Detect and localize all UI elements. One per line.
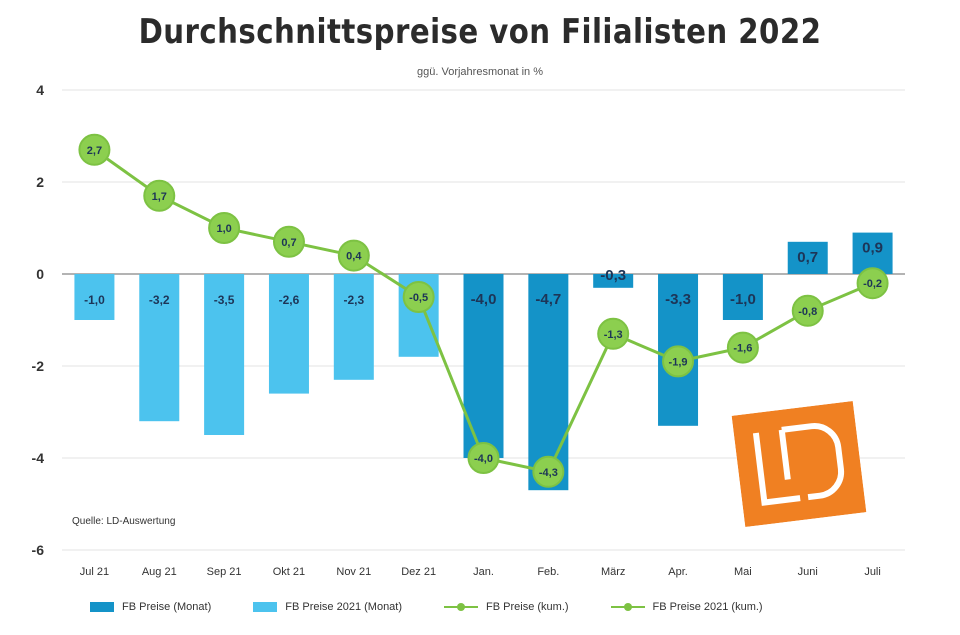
x-tick-label-7: Feb. — [537, 566, 559, 578]
y-tick-label-2: 0 — [36, 266, 44, 282]
line-point-0-4 — [337, 239, 370, 272]
legend: FB Preise (Monat) FB Preise 2021 (Monat)… — [90, 597, 910, 617]
line-label-0-12: -0,2 — [863, 278, 882, 290]
legend-swatch-monat — [90, 602, 114, 612]
line-label-0-9: -1,9 — [669, 356, 688, 368]
line-label-0-7: -4,3 — [539, 467, 558, 479]
x-tick-label-0: Jul 21 — [80, 566, 109, 578]
legend-line-kum — [444, 602, 479, 612]
bar-label-0-0: -1,0 — [84, 293, 105, 307]
x-tick-label-5: Dez 21 — [401, 566, 436, 578]
line-label-0-11: -0,8 — [798, 306, 817, 318]
y-tick-label-0: 4 — [36, 82, 44, 98]
line-label-0-4: 0,4 — [346, 251, 362, 263]
bar-1-7 — [528, 274, 569, 491]
bar-0-1 — [139, 274, 180, 422]
legend-item-2021-kum: FB Preise 2021 (kum.) — [610, 601, 763, 613]
line-point-0-10 — [726, 331, 759, 364]
chart-title: Durchschnittspreise von Filialisten 2022 — [138, 12, 822, 52]
line-label-0-3: 0,7 — [281, 237, 296, 249]
line-point-0-3 — [272, 225, 305, 258]
x-tick-label-3: Okt 21 — [273, 566, 305, 578]
line-point-0-8 — [597, 317, 630, 350]
legend-label-2021-kum: FB Preise 2021 (kum.) — [652, 601, 763, 613]
y-tick-label-1: 2 — [36, 174, 44, 190]
line-point-0-12 — [856, 267, 889, 300]
bar-label-1-8: -0,3 — [600, 267, 626, 284]
bar-1-12 — [852, 232, 893, 274]
bar-label-1-6: -4,0 — [471, 291, 497, 308]
legend-label-kum: FB Preise (kum.) — [486, 601, 569, 613]
x-tick-label-11: Juni — [798, 566, 818, 578]
bar-0-4 — [333, 274, 374, 380]
y-tick-label-3: -2 — [32, 358, 45, 374]
legend-line-2021-kum — [610, 602, 645, 612]
legend-label-2021-monat: FB Preise 2021 (Monat) — [285, 601, 403, 613]
line-point-0-11 — [791, 294, 824, 327]
bar-label-0-3: -2,6 — [279, 293, 300, 307]
bar-label-1-12: 0,9 — [862, 240, 883, 257]
line-point-0-6 — [467, 442, 500, 474]
bar-1-8 — [593, 274, 634, 288]
bar-0-2 — [204, 274, 245, 435]
x-tick-label-8: März — [601, 566, 625, 578]
chart-note: Quelle: LD-Auswertung — [72, 516, 176, 527]
legend-label-monat: FB Preise (Monat) — [122, 601, 212, 613]
line-point-0-2 — [208, 212, 241, 244]
line-label-0-6: -4,0 — [474, 453, 493, 465]
chart-subtitle: ggü. Vorjahresmonat in % — [417, 66, 543, 78]
ld-logo-icon — [731, 400, 867, 528]
line-label-0-8: -1,3 — [604, 329, 623, 341]
x-tick-label-12: Juli — [864, 566, 881, 578]
bar-0-0 — [74, 274, 115, 320]
line-label-0-2: 1,0 — [216, 223, 231, 235]
line-label-0-10: -1,6 — [733, 343, 752, 355]
legend-item-monat: FB Preise (Monat) — [90, 601, 211, 613]
bar-label-1-11: 0,7 — [797, 249, 818, 266]
line-point-0-1 — [143, 179, 176, 212]
bar-label-0-1: -3,2 — [149, 293, 170, 307]
y-tick-label-4: -4 — [32, 450, 45, 466]
legend-item-2021-monat: FB Preise 2021 (Monat) — [253, 601, 402, 613]
bar-1-10 — [722, 274, 763, 320]
x-tick-label-9: Apr. — [668, 566, 688, 578]
line-label-0-1: 1,7 — [152, 191, 167, 203]
line-point-0-0 — [78, 133, 111, 166]
line-label-0-0: 2,7 — [87, 145, 102, 157]
line-point-0-7 — [532, 455, 565, 488]
line-label-0-5: -0,5 — [409, 292, 428, 304]
bar-label-1-9: -3,3 — [665, 291, 691, 308]
x-tick-label-10: Mai — [734, 566, 752, 578]
x-tick-label-1: Aug 21 — [142, 566, 177, 578]
bar-label-1-10: -1,0 — [730, 291, 756, 308]
bar-label-0-2: -3,5 — [214, 293, 235, 307]
line-point-0-9 — [662, 345, 695, 378]
bar-label-1-7: -4,7 — [535, 291, 561, 308]
line-point-0-5 — [402, 281, 435, 313]
x-tick-label-6: Jan. — [473, 566, 494, 578]
legend-swatch-2021-monat — [253, 602, 278, 612]
x-tick-label-2: Sep 21 — [207, 566, 242, 578]
bar-label-0-4: -2,3 — [343, 293, 364, 307]
bar-1-11 — [787, 241, 828, 274]
bar-0-3 — [268, 274, 309, 394]
legend-item-kum: FB Preise (kum.) — [444, 601, 569, 613]
y-tick-label-5: -6 — [32, 542, 45, 558]
x-tick-label-4: Nov 21 — [336, 566, 371, 578]
